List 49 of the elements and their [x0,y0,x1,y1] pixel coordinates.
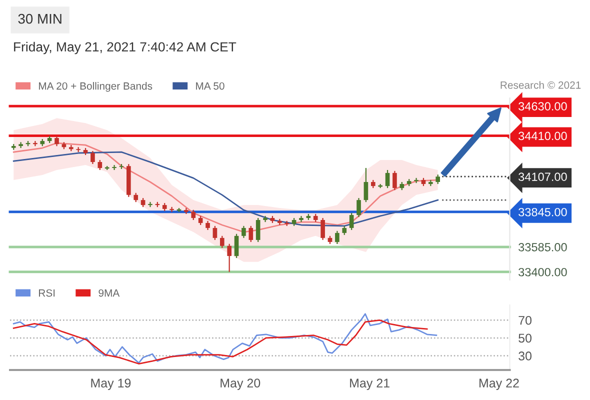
x-tick-label: May 20 [220,378,260,390]
candlestick [385,169,390,189]
x-tick-label: May 21 [350,378,390,390]
legend-label: 9MA [98,289,120,297]
y-tick-label: 34107.00 [518,172,567,181]
y-tick-label: 33585.00 [518,243,567,252]
candlestick [436,174,440,185]
candlestick [364,167,368,203]
text: Research © 2021 [500,81,581,89]
candlestick [54,135,59,147]
y-tick-label: 50 [518,334,532,343]
candlestick [320,217,325,241]
candlestick [248,225,254,243]
candlestick [33,140,38,147]
candlestick [148,201,152,208]
chart-title: 30 MIN [18,14,62,24]
candlestick [140,197,146,208]
candlestick [191,209,196,221]
chart-subtitle: Friday, May 21, 2021 7:40:42 AM CET [14,42,236,54]
y-tick-label: 33400.00 [518,268,567,276]
y-tick-label: 34630.00 [518,102,567,110]
candlestick [227,243,232,272]
y-tick-label: 33845.00 [518,208,567,216]
legend-label: RSI [39,289,55,297]
candlestick [356,197,361,218]
y-tick-label: 30 [518,352,532,360]
line-series [12,151,439,227]
x-tick-label: May 22 [480,378,519,390]
candlestick [206,220,210,231]
y-tick-label: 70 [518,316,532,325]
candlestick [242,225,246,238]
candlestick [392,170,397,191]
legend-label: MA 20 + Bollinger Bands [39,82,152,92]
candlestick [134,192,138,203]
candlestick [198,215,203,226]
candlestick [90,150,95,165]
candlestick [335,230,340,245]
y-tick-label: 34410.00 [518,132,567,140]
x-tick-label: May 19 [91,378,131,390]
candlestick [349,212,354,231]
legend-label: MA 50 [196,82,224,90]
candlestick [220,235,224,248]
candlestick [256,217,260,243]
candlestick [212,225,218,241]
candlestick [234,233,239,259]
candlestick [342,225,347,236]
candlestick [414,177,418,184]
candlestick [98,159,102,171]
candlestick [112,164,116,171]
